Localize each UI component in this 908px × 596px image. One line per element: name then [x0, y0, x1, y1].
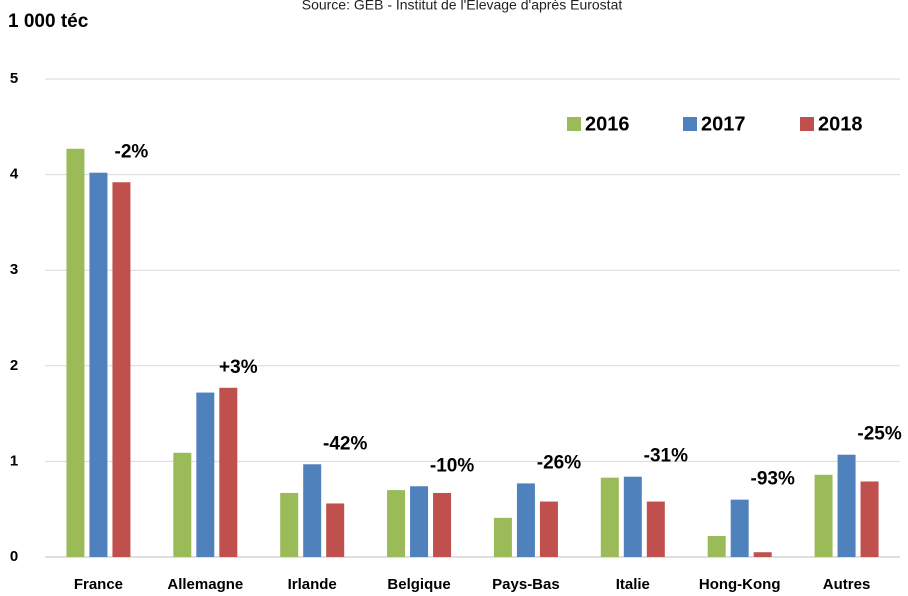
y-tick-label: 0	[10, 548, 18, 565]
annotation: -31%	[644, 446, 688, 467]
x-tick-label: Autres	[823, 576, 871, 593]
bar	[493, 517, 512, 557]
bar	[219, 387, 238, 557]
legend-swatch	[800, 117, 814, 131]
legend-swatch	[683, 117, 697, 131]
bar	[730, 499, 749, 557]
y-tick-label: 5	[10, 70, 18, 87]
y-tick-label: 3	[10, 261, 18, 278]
bar	[623, 476, 642, 557]
annotation: -10%	[430, 455, 474, 476]
legend-label: 2018	[818, 113, 863, 135]
bar	[600, 477, 619, 557]
bar	[66, 148, 85, 557]
bar	[753, 552, 772, 557]
annotation: -42%	[323, 433, 367, 454]
bar	[326, 503, 345, 557]
x-tick-label: Allemagne	[167, 576, 243, 593]
bar	[539, 501, 558, 557]
bar	[280, 492, 299, 557]
x-tick-label: Belgique	[387, 576, 450, 593]
bar	[196, 392, 215, 557]
bar	[860, 481, 879, 557]
x-tick-label: Irlande	[288, 576, 337, 593]
bar	[303, 464, 322, 557]
bar	[410, 486, 429, 557]
bar	[173, 452, 192, 557]
y-tick-label: 2	[10, 357, 18, 374]
legend-label: 2017	[701, 113, 746, 135]
bar	[433, 492, 452, 557]
x-tick-label: Pays-Bas	[492, 576, 560, 593]
annotation: +3%	[219, 357, 258, 378]
bar	[112, 182, 131, 558]
x-tick-label: France	[74, 576, 123, 593]
legend-swatch	[567, 117, 581, 131]
bar	[516, 483, 535, 557]
chart-subtitle: Source: GEB - Institut de l'Elevage d'ap…	[302, 0, 623, 13]
x-tick-label: Hong-Kong	[699, 576, 781, 593]
y-tick-label: 1	[10, 452, 18, 469]
annotation: -2%	[115, 142, 149, 163]
annotation: -26%	[537, 452, 581, 473]
chart-title: 1 000 téc	[8, 11, 89, 32]
legend-label: 2016	[585, 113, 630, 135]
bar	[646, 501, 665, 557]
bar	[707, 535, 726, 557]
bar	[89, 172, 108, 558]
y-tick-label: 4	[10, 166, 19, 183]
bar	[387, 490, 406, 557]
x-tick-label: Italie	[616, 576, 650, 593]
bar	[837, 454, 856, 557]
annotation: -25%	[857, 424, 901, 445]
bar	[814, 474, 833, 557]
annotation: -93%	[751, 469, 795, 490]
